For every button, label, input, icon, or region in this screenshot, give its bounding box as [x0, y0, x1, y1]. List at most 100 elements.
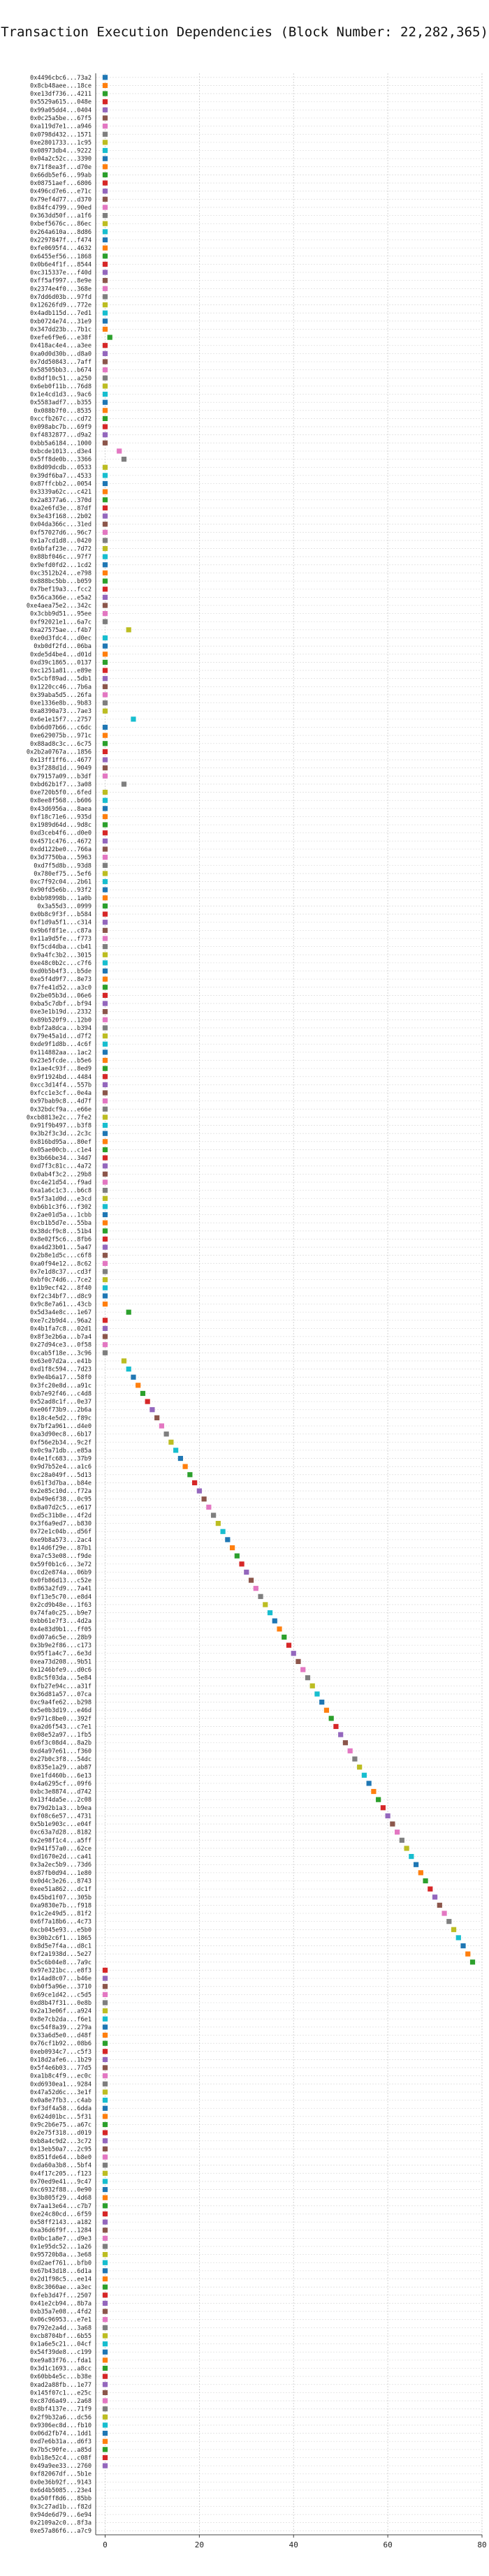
data-point: [102, 2398, 108, 2404]
data-point: [102, 196, 108, 202]
y-tick-label: 0x3d7750ba...5963: [30, 855, 92, 862]
y-tick-label: 0x69ce1d42...c5d5: [30, 1992, 92, 1999]
data-point: [102, 1276, 108, 1283]
y-tick-label: 0xc9a4fe62...b298: [30, 1700, 92, 1707]
data-point: [102, 2373, 108, 2379]
data-point: [102, 1253, 108, 1258]
data-point: [102, 75, 108, 80]
y-tick-label: 0x8df10c51...a250: [30, 375, 92, 382]
y-tick-label: 0x1e4cd1d3...9ac6: [30, 392, 92, 399]
y-tick-label: 0x8e02f5c6...8fb6: [30, 1236, 92, 1243]
y-tick-label: 0x87fb0d94...1e80: [30, 1870, 92, 1877]
data-point: [102, 2390, 108, 2396]
data-point: [361, 1772, 367, 1778]
y-tick-label: 0x04a2c52c...3390: [30, 156, 92, 163]
y-tick-label: 0x79157a09...b3df: [30, 773, 92, 780]
y-tick-label: 0x36d81a57...07ca: [30, 1691, 92, 1698]
data-point: [102, 594, 108, 600]
y-tick-label: 0xc6932f88...0e90: [30, 2187, 92, 2194]
y-tick-label: 0xe9b8a573...2ac4: [30, 1537, 92, 1544]
y-tick-label: 0xfb27e94c...a31f: [30, 1683, 92, 1690]
y-tick-label: 0x97bab9c8...4d7f: [30, 1098, 92, 1105]
y-tick-label: 0xf18c71e6...935d: [30, 814, 92, 820]
y-tick-label: 0x9d7b52e4...a1c6: [30, 1464, 92, 1471]
y-tick-label: 0xa2d6f543...c7e1: [30, 1723, 92, 1730]
data-point: [469, 1959, 476, 1965]
data-point: [102, 2300, 108, 2306]
y-tick-label: 0xbb98998b...1a0b: [30, 895, 92, 902]
data-point: [102, 903, 108, 909]
data-point: [102, 2081, 108, 2086]
data-point: [177, 1455, 183, 1462]
y-tick-label: 0x2297847f...f474: [30, 237, 92, 244]
y-tick-label: 0x0798d432...1571: [30, 131, 92, 138]
data-point: [102, 310, 108, 316]
y-tick-label: 0x5f4e6b03...77d5: [30, 2065, 92, 2072]
data-point: [102, 391, 108, 397]
y-tick-label: 0x27d94ce3...0f58: [30, 1342, 92, 1349]
data-point: [102, 278, 108, 284]
y-tick-label: 0x2a13e06f...a924: [30, 2008, 92, 2015]
x-tick-label: 60: [383, 2540, 392, 2549]
y-tick-label: 0x88ad8c3c...6c75: [30, 741, 92, 748]
y-tick-label: 0x39aba5d5...26fa: [30, 692, 92, 699]
data-point: [102, 1334, 108, 1339]
data-point: [102, 326, 108, 332]
data-point: [291, 1651, 296, 1656]
x-tick-label: 0: [103, 2540, 108, 2549]
data-point: [460, 1943, 466, 1949]
data-point: [102, 1057, 108, 1063]
y-tick-label: 0xfeb3d47f...2507: [30, 2292, 92, 2299]
data-point: [102, 2089, 108, 2095]
data-point: [102, 229, 108, 235]
data-point: [376, 1797, 381, 1802]
data-point: [102, 115, 108, 121]
y-tick-label: 0xb8a4c9d2...3c72: [30, 2138, 92, 2145]
data-point: [196, 1488, 202, 1494]
y-tick-label: 0x5cbf89ad...5db1: [30, 676, 92, 683]
data-point: [286, 1642, 292, 1648]
y-tick-label: 0x13f4da5e...2c08: [30, 1797, 92, 1804]
data-point: [102, 432, 108, 438]
data-point: [102, 2179, 108, 2184]
y-tick-label: 0x145f07c1...e25c: [30, 2390, 92, 2397]
data-point: [102, 2414, 108, 2420]
data-point: [102, 408, 108, 413]
y-tick-label: 0xcb045e93...e5b0: [30, 1927, 92, 1934]
y-tick-label: 0x8d09dcdb...0533: [30, 464, 92, 471]
y-tick-label: 0x2a8377a6...370d: [30, 497, 92, 504]
y-tick-label: 0x5d3a4e8c...1e67: [30, 1309, 92, 1316]
y-tick-label: 0x851fde64...b8e0: [30, 2154, 92, 2161]
data-point: [239, 1561, 245, 1567]
data-point: [258, 1594, 263, 1599]
y-tick-label: 0x7aa13e64...c7b7: [30, 2203, 92, 2210]
y-tick-label: 0x43d6956a...8aea: [30, 806, 92, 813]
y-tick-label: 0x792e2a4d...3a68: [30, 2325, 92, 2332]
data-point: [102, 107, 108, 112]
data-point: [102, 2065, 108, 2070]
y-tick-label: 0xa50ff8d6...85bb: [30, 2496, 92, 2503]
data-point: [102, 1139, 108, 1145]
y-tick-label: 0x1ae4c93f...8ed9: [30, 1066, 92, 1073]
data-point: [102, 464, 108, 470]
y-tick-label: 0x06c96953...e7e1: [30, 2317, 92, 2324]
data-point: [102, 1301, 108, 1307]
data-point: [102, 1017, 108, 1022]
y-tick-label: 0x835e1a29...ab87: [30, 1765, 92, 1772]
data-point: [102, 700, 108, 706]
y-tick-label: 0x6eb0f11b...76d8: [30, 383, 92, 390]
y-tick-label: 0xb0df2fd...06ba: [34, 643, 92, 650]
y-tick-label: 0x58505bb3...b674: [30, 367, 92, 374]
data-point: [187, 1472, 193, 1478]
y-tick-label: 0xc4e21d54...f9ad: [30, 1179, 92, 1186]
data-point: [215, 1521, 221, 1526]
data-point: [102, 497, 108, 503]
y-tick-label: 0x0fb86d13...c52e: [30, 1577, 92, 1584]
y-tick-label: 0xbc3e8874...d742: [30, 1789, 92, 1796]
data-point: [173, 1448, 179, 1453]
y-tick-label: 0x8a07d2c5...e617: [30, 1504, 92, 1511]
data-point: [102, 1163, 108, 1169]
data-point: [102, 838, 108, 844]
data-point: [102, 1098, 108, 1104]
y-tick-label: 0x0b6e4f1f...8544: [30, 261, 92, 268]
